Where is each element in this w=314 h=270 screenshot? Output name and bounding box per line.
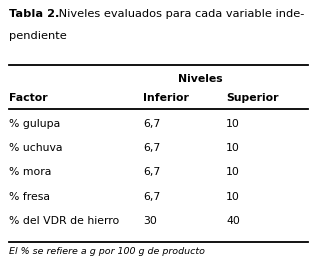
Text: % del VDR de hierro: % del VDR de hierro bbox=[9, 216, 120, 226]
Text: Factor: Factor bbox=[9, 93, 48, 103]
Text: 40: 40 bbox=[226, 216, 240, 226]
Text: 10: 10 bbox=[226, 192, 240, 202]
Text: 6,7: 6,7 bbox=[143, 192, 160, 202]
Text: % uchuva: % uchuva bbox=[9, 143, 63, 153]
Text: 6,7: 6,7 bbox=[143, 167, 160, 177]
Text: % gulupa: % gulupa bbox=[9, 119, 61, 129]
Text: Inferior: Inferior bbox=[143, 93, 189, 103]
Text: Superior: Superior bbox=[226, 93, 279, 103]
Text: 10: 10 bbox=[226, 119, 240, 129]
Text: 6,7: 6,7 bbox=[143, 119, 160, 129]
Text: pendiente: pendiente bbox=[9, 31, 67, 41]
Text: Niveles: Niveles bbox=[178, 74, 223, 84]
Text: 10: 10 bbox=[226, 143, 240, 153]
Text: Tabla 2.: Tabla 2. bbox=[9, 9, 60, 19]
Text: 10: 10 bbox=[226, 167, 240, 177]
Text: 30: 30 bbox=[143, 216, 157, 226]
Text: % mora: % mora bbox=[9, 167, 52, 177]
Text: 6,7: 6,7 bbox=[143, 143, 160, 153]
Text: El % se refiere a g por 100 g de producto: El % se refiere a g por 100 g de product… bbox=[9, 247, 205, 256]
Text: Niveles evaluados para cada variable inde-: Niveles evaluados para cada variable ind… bbox=[55, 9, 304, 19]
Text: % fresa: % fresa bbox=[9, 192, 51, 202]
